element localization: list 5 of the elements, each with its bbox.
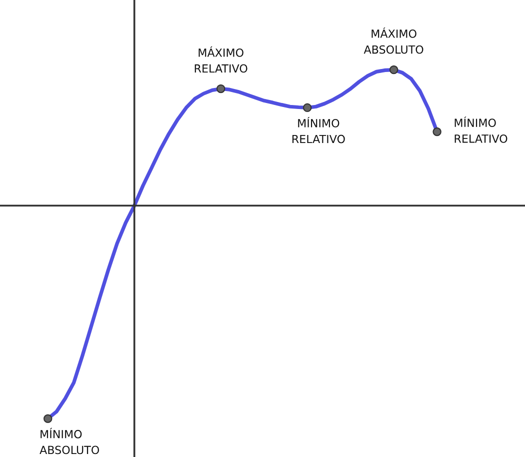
text: MÍNIMO RELATIVO xyxy=(454,116,508,143)
text: MÁXIMO ABSOLUTO xyxy=(364,27,424,54)
annotation: MÍNIMO RELATIVO xyxy=(292,116,345,144)
text: MÍNIMO ABSOLUTO xyxy=(40,428,100,454)
annotation: MÁXIMO RELATIVO xyxy=(194,46,248,73)
